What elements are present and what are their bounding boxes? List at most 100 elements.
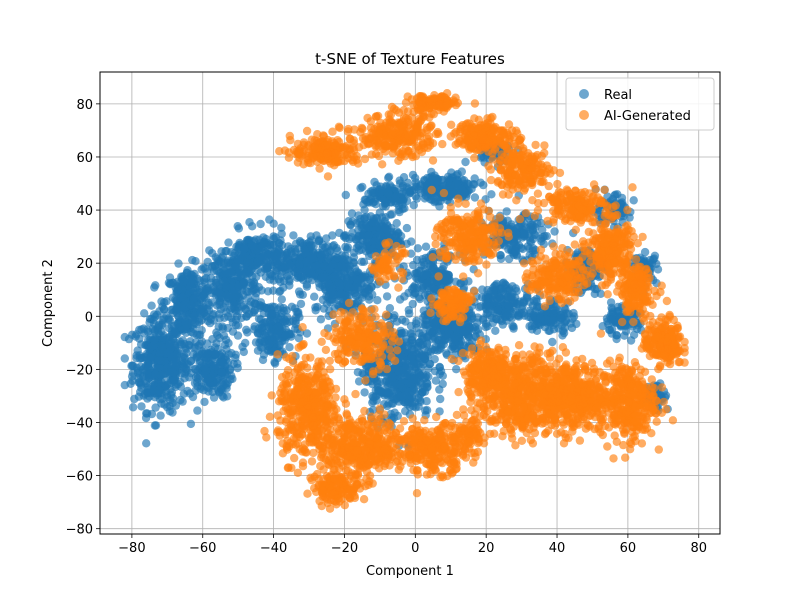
data-point — [196, 294, 205, 303]
data-point — [413, 244, 423, 253]
data-point — [353, 275, 362, 285]
data-point — [151, 281, 160, 290]
data-point — [186, 419, 196, 429]
data-point — [361, 284, 370, 294]
data-point — [406, 378, 415, 387]
data-point — [228, 374, 237, 384]
data-point — [250, 299, 260, 308]
data-point — [504, 254, 514, 264]
data-point — [171, 295, 180, 304]
data-point — [157, 377, 166, 387]
data-point — [276, 286, 285, 296]
data-point — [366, 117, 375, 126]
data-point — [459, 327, 468, 336]
data-point — [358, 182, 367, 192]
data-point — [364, 231, 373, 240]
data-point — [407, 237, 416, 246]
data-point — [137, 402, 146, 411]
data-point — [284, 153, 294, 162]
data-point — [192, 330, 202, 339]
data-point — [383, 225, 392, 235]
data-point — [299, 138, 309, 147]
data-point — [479, 180, 488, 190]
data-point — [392, 219, 401, 228]
data-point — [215, 298, 224, 307]
data-point — [145, 318, 154, 327]
data-point — [372, 136, 381, 146]
data-point — [156, 356, 165, 365]
scatter-points — [120, 89, 689, 513]
data-point — [147, 301, 156, 310]
data-point — [323, 278, 332, 288]
data-point — [170, 327, 179, 336]
data-point — [171, 361, 180, 371]
data-point — [217, 290, 226, 300]
data-point — [224, 238, 233, 247]
data-point — [312, 261, 322, 270]
data-point — [612, 331, 621, 340]
data-point — [381, 377, 390, 386]
data-point — [352, 291, 361, 300]
data-point — [191, 386, 200, 395]
data-point — [220, 340, 230, 349]
data-point — [365, 245, 374, 255]
data-point — [210, 261, 219, 270]
data-point — [420, 387, 430, 396]
data-point — [390, 408, 399, 417]
data-point — [422, 320, 431, 329]
data-point — [127, 361, 136, 371]
data-point — [296, 299, 306, 309]
data-point — [343, 127, 353, 136]
data-point — [372, 222, 381, 231]
data-point — [430, 325, 440, 335]
data-point — [420, 194, 429, 203]
data-point — [398, 366, 408, 375]
data-point — [411, 288, 420, 298]
data-point — [528, 246, 537, 255]
data-point — [354, 211, 363, 220]
data-point — [550, 227, 559, 236]
data-point — [233, 255, 243, 264]
data-point — [408, 170, 418, 180]
data-point — [359, 224, 368, 233]
data-point — [287, 249, 296, 258]
data-point — [414, 338, 424, 348]
data-point — [158, 394, 167, 403]
data-point — [357, 123, 366, 133]
data-point — [151, 370, 160, 379]
data-point — [135, 351, 144, 360]
data-point — [533, 219, 542, 228]
data-point — [617, 193, 627, 203]
data-point — [511, 284, 520, 293]
data-point — [312, 231, 321, 240]
data-point — [270, 359, 280, 368]
data-point — [500, 280, 510, 289]
data-point — [491, 326, 500, 335]
data-point — [231, 292, 241, 301]
data-point — [304, 158, 313, 167]
data-point — [520, 230, 529, 239]
data-point — [298, 239, 308, 248]
data-point — [511, 247, 520, 256]
data-point — [310, 142, 319, 151]
data-point — [404, 131, 413, 140]
data-point — [188, 316, 197, 325]
data-point — [214, 322, 223, 331]
data-point — [218, 358, 228, 367]
data-point — [556, 310, 565, 320]
data-point — [120, 332, 129, 342]
data-point — [247, 265, 256, 274]
data-point — [223, 392, 232, 401]
data-point — [544, 326, 553, 335]
data-point — [418, 139, 428, 149]
data-point — [262, 261, 271, 270]
data-point — [496, 294, 506, 303]
data-point — [168, 398, 177, 408]
data-point — [212, 278, 221, 288]
data-point — [629, 196, 638, 205]
data-point — [533, 302, 542, 311]
data-point — [150, 421, 160, 430]
data-point — [435, 362, 444, 372]
data-point — [447, 120, 456, 129]
data-point — [470, 99, 480, 108]
